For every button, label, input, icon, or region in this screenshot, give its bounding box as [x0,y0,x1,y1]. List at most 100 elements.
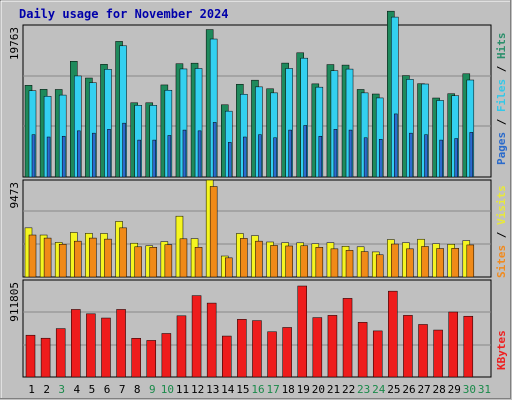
bar-sites-day-13 [209,186,218,278]
x-tick-label: 30 [463,383,476,396]
bar-pages-day-1 [31,134,36,178]
bar-pages-day-6 [107,129,111,178]
bar-pages-day-2 [46,136,51,178]
panel-kbytes-max-label: 911805 [8,282,21,322]
bar-sites-day-5 [89,237,97,278]
bar-pages-day-30 [469,132,474,178]
legend-kbytes: KBytes [495,330,508,370]
bar-sites-day-3 [58,243,67,278]
bar-kbytes-day-18 [282,327,292,378]
x-tick-label: 3 [58,383,65,396]
x-tick-label: 20 [312,383,325,396]
series-pages [31,113,474,178]
bar-kbytes-day-3 [55,328,66,378]
x-tick-label: 15 [236,383,249,396]
bar-kbytes-day-19 [297,285,307,378]
chart-panels: 19763 Pages / Files / Hits 9473 Sites / Vis… [8,10,508,378]
x-tick-label: 28 [433,383,446,396]
x-tick-label: 8 [134,383,141,396]
bar-kbytes-day-16 [252,320,262,378]
x-tick-label: 27 [417,383,430,396]
legend-sites: Sites [495,245,508,278]
bar-sites-day-27 [421,246,429,278]
bar-kbytes-day-23 [357,322,368,378]
bar-sites-day-18 [285,245,293,278]
bar-sites-day-26 [406,248,414,278]
bar-kbytes-day-6 [101,317,111,378]
bar-sites-day-16 [255,240,263,278]
bar-kbytes-day-27 [418,324,428,378]
bar-pages-day-25 [394,113,398,178]
legend-files: Files [495,79,508,112]
bar-pages-day-8 [137,139,141,178]
bar-pages-day-13 [212,122,217,178]
x-tick-label: 22 [342,383,355,396]
bar-kbytes-day-10 [161,333,172,378]
bar-sites-day-29 [451,248,459,278]
panel-kbytes: 911805 KBytes [8,279,508,378]
panel-kbytes-legend: KBytes [495,330,508,370]
series-visits [24,179,471,278]
x-tick-label: 7 [119,383,126,396]
bar-kbytes-day-9 [146,340,157,378]
panel-hits-legend: Pages / Files / Hits [495,33,508,166]
bar-pages-day-12 [197,130,202,178]
bar-kbytes-day-28 [433,329,443,378]
x-tick-label: 5 [89,383,96,396]
bar-sites-day-21 [330,248,339,278]
x-tick-label: 12 [191,383,204,396]
bar-pages-day-23 [363,137,368,178]
legend-separator: / [495,112,508,132]
x-tick-label: 2 [43,383,50,396]
bar-kbytes-day-20 [312,317,323,378]
bar-sites-day-30 [466,244,475,278]
bar-pages-day-14 [228,142,232,178]
panel-hits: 19763 Pages / Files / Hits [8,10,508,178]
bar-kbytes-day-15 [237,319,247,378]
bar-sites-day-6 [104,238,112,278]
series-sites [28,186,475,278]
bar-pages-day-22 [348,129,353,178]
bar-kbytes-day-29 [448,311,458,378]
x-tick-label: 29 [448,383,461,396]
bar-kbytes-day-2 [40,337,51,378]
bar-pages-day-3 [61,135,66,178]
bar-sites-day-4 [74,240,82,278]
bar-kbytes-day-25 [388,290,398,378]
x-tick-label: 17 [266,383,279,396]
chart-title: Daily usage for November 2024 [19,7,229,21]
bar-sites-day-1 [28,234,37,278]
x-tick-label: 4 [74,383,81,396]
bar-sites-day-12 [194,247,203,278]
bar-sites-day-11 [179,238,188,278]
bar-pages-day-27 [424,134,428,178]
bar-kbytes-day-26 [403,315,413,378]
x-tick-label: 21 [327,383,340,396]
bar-sites-day-25 [391,243,399,278]
bar-sites-day-19 [300,245,308,278]
x-tick-label: 26 [402,383,415,396]
series-hits [24,10,471,178]
x-tick-label: 13 [206,383,219,396]
panel-visits-legend: Sites / Visits [495,185,508,278]
bar-pages-day-24 [378,139,383,178]
bar-sites-day-10 [164,244,173,278]
panel-hits-max-label: 19763 [8,27,21,60]
bar-kbytes-day-4 [71,309,81,378]
legend-separator: / [495,59,508,79]
bar-kbytes-day-13 [206,302,217,378]
bar-kbytes-day-12 [191,295,202,378]
bar-sites-day-14 [225,257,233,278]
bar-sites-day-7 [119,227,127,278]
bar-pages-day-4 [77,130,81,178]
x-tick-label: 11 [176,383,189,396]
bar-sites-day-17 [270,245,278,278]
bar-kbytes-day-17 [267,331,277,378]
x-tick-label: 10 [161,383,174,396]
x-tick-label: 6 [104,383,111,396]
bar-sites-day-23 [360,251,369,278]
bar-pages-day-26 [409,132,413,178]
bar-kbytes-day-1 [25,334,36,378]
bar-pages-day-21 [333,129,338,178]
